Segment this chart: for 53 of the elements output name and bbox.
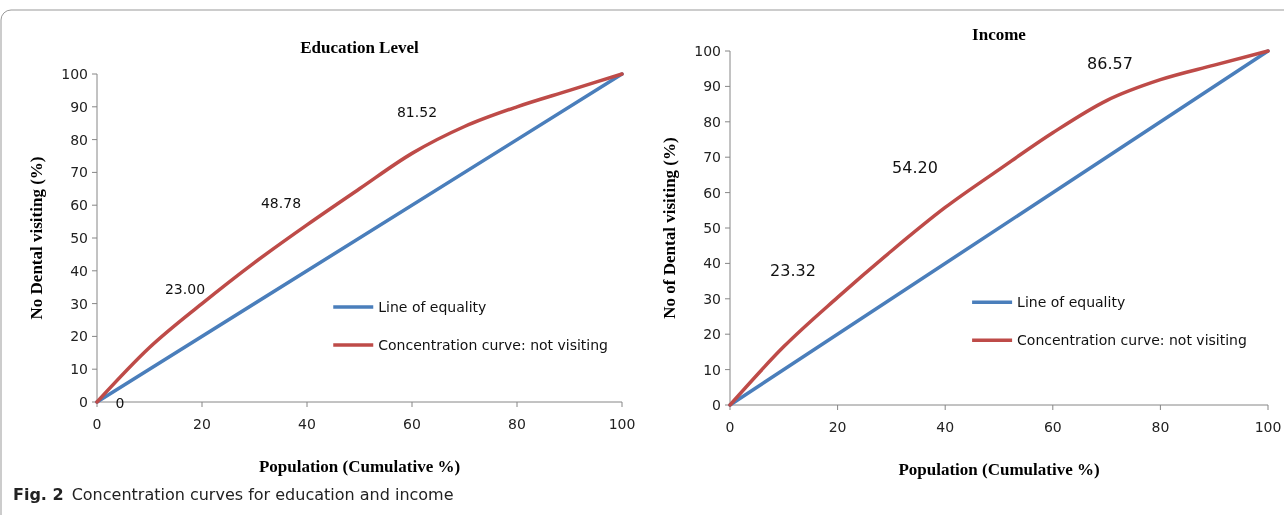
x-tick-label: 80	[1151, 419, 1170, 435]
y-tick-label: 90	[703, 78, 721, 95]
annotation: 48.78	[260, 194, 302, 211]
y-tick-label: 60	[70, 197, 88, 214]
y-tick-label: 80	[703, 113, 721, 130]
x-tick-label: 100	[608, 416, 636, 432]
y-tick-label: 90	[70, 98, 88, 115]
y-tick-label: 100	[694, 42, 721, 59]
legend-label: Line of equality	[378, 298, 487, 315]
annotation: 0	[115, 394, 125, 411]
x-tick-label: 40	[298, 416, 316, 432]
y-tick-label: 80	[70, 131, 88, 148]
x-tick-label: 60	[403, 416, 421, 432]
annotation: 81.52	[396, 103, 438, 120]
y-tick-label: 0	[79, 393, 88, 410]
legend-label: Concentration curve: not visiting	[378, 336, 609, 353]
annotation: 23.32	[770, 260, 816, 280]
y-tick-label: 100	[61, 65, 88, 82]
chart-title: Education Level	[300, 38, 420, 57]
text: Concentration curves for education and income	[71, 485, 454, 504]
y-axis-title: No Dental visiting (%)	[27, 156, 46, 320]
x-tick-label: 20	[828, 419, 847, 435]
x-tick-label: 60	[1043, 419, 1062, 435]
y-tick-label: 20	[70, 328, 88, 345]
x-tick-label: 20	[193, 416, 211, 432]
legend-label: Line of equality	[1017, 294, 1126, 311]
y-tick-label: 50	[70, 229, 88, 246]
x-tick-label: 100	[1254, 419, 1282, 435]
y-tick-label: 70	[703, 149, 721, 166]
x-tick-label: 0	[725, 419, 735, 435]
annotation: 23.00	[164, 280, 206, 297]
y-tick-label: 60	[703, 184, 721, 201]
y-tick-label: 0	[712, 396, 721, 413]
y-tick-label: 20	[703, 326, 721, 343]
y-tick-label: 40	[70, 262, 88, 279]
caption: Fig. 2	[13, 485, 64, 504]
x-tick-label: 80	[508, 416, 526, 432]
x-tick-label: 0	[92, 416, 102, 432]
y-tick-label: 50	[703, 219, 721, 236]
y-tick-label: 70	[70, 164, 88, 181]
annotation: 54.20	[892, 157, 938, 177]
y-tick-label: 10	[703, 361, 721, 378]
y-tick-label: 10	[70, 361, 88, 378]
y-tick-label: 40	[703, 255, 721, 272]
y-axis-title: No of Dental visiting (%)	[660, 137, 679, 319]
y-tick-label: 30	[703, 290, 721, 307]
legend-label: Concentration curve: not visiting	[1017, 332, 1247, 349]
y-tick-label: 30	[70, 295, 88, 312]
chart-title: Income	[972, 25, 1027, 44]
x-axis-title: Population (Cumulative %)	[898, 460, 1100, 479]
x-axis-title: Population (Cumulative %)	[258, 457, 461, 476]
x-tick-label: 40	[936, 419, 955, 435]
annotation: 86.57	[1087, 53, 1133, 73]
